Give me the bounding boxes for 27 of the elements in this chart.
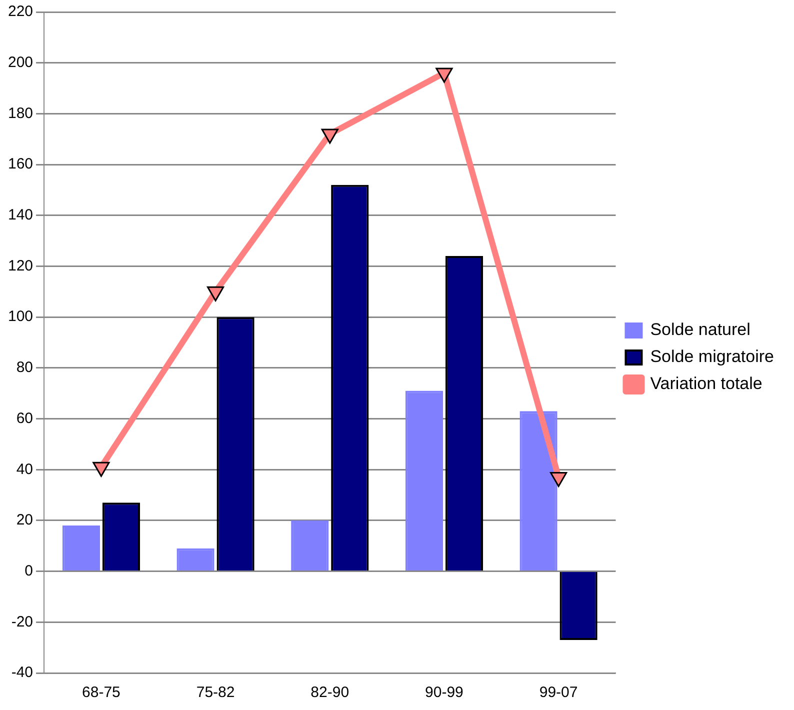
point <box>436 68 453 83</box>
legend-label: Solde migratoire <box>650 347 774 366</box>
point <box>206 286 224 302</box>
y-tick-label: -40 <box>11 664 34 682</box>
x-tick-label: 99-07 <box>539 684 578 702</box>
y-tick-label: 180 <box>8 104 34 122</box>
y-tick-label: 40 <box>16 460 34 478</box>
point <box>92 462 110 477</box>
y-tick-label: 80 <box>16 359 34 376</box>
y-tick-label: 100 <box>8 308 34 326</box>
y-tick-label: -20 <box>11 613 34 630</box>
x-tick-label: 90-99 <box>425 684 464 702</box>
y-tick-label: 20 <box>16 512 34 529</box>
point <box>321 128 338 144</box>
x-tick-label: 68-75 <box>82 684 120 702</box>
legend-label: Solde naturel <box>650 320 750 340</box>
y-tick-label: 60 <box>16 410 34 427</box>
y-tick-label: 160 <box>8 156 34 173</box>
legend-label: Variation totale <box>650 374 762 394</box>
y-tick-label: 0 <box>24 562 34 580</box>
y-tick-label: 220 <box>8 3 34 20</box>
y-tick-label: 120 <box>8 257 34 274</box>
x-tick-label: 75-82 <box>196 684 235 702</box>
y-tick-label: 200 <box>8 54 34 71</box>
point <box>550 472 568 487</box>
y-tick-label: 140 <box>8 206 34 224</box>
x-tick-label: 82-90 <box>310 684 350 702</box>
